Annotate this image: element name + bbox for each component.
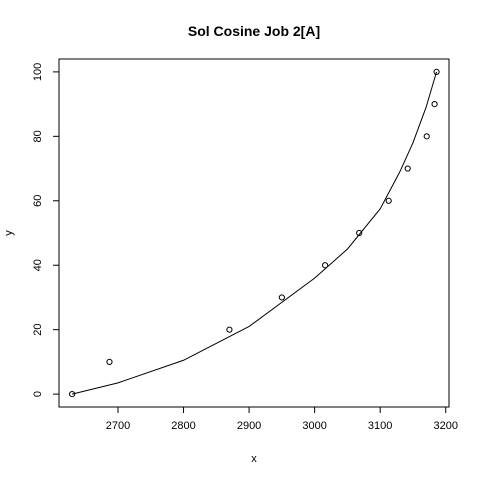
chart-title: Sol Cosine Job 2[A] [188,23,320,39]
data-point [433,68,440,75]
x-tick-label: 2700 [106,420,130,432]
y-axis: 0 20 40 60 80 100 [32,63,60,397]
y-tick-label: 20 [32,324,44,336]
y-tick-label: 40 [32,259,44,271]
y-axis-title: y [3,230,15,236]
x-axis: 2700 2800 2900 3000 3100 3200 [106,406,458,432]
data-point [423,133,430,140]
y-tick-label: 0 [32,391,44,397]
x-tick-label: 2900 [237,420,261,432]
data-point [278,294,285,301]
data-point [404,165,411,172]
x-axis-title: x [251,453,257,465]
y-tick-label: 100 [32,63,44,81]
x-tick-label: 3200 [433,420,457,432]
data-point [356,229,363,237]
data-point [106,358,113,365]
fit-curve-layer [71,71,438,395]
data-point [385,197,392,204]
x-tick-label: 2800 [171,420,195,432]
data-points-layer [69,68,440,398]
x-tick-label: 3100 [368,420,392,432]
data-point [322,262,329,269]
fit-curve [71,71,438,395]
data-point [431,101,438,108]
plot-frame [58,58,450,408]
x-tick-label: 3000 [302,420,326,432]
y-tick-label: 60 [32,195,44,207]
y-tick-label: 80 [32,130,44,142]
data-point [226,326,233,333]
data-point [69,391,76,398]
